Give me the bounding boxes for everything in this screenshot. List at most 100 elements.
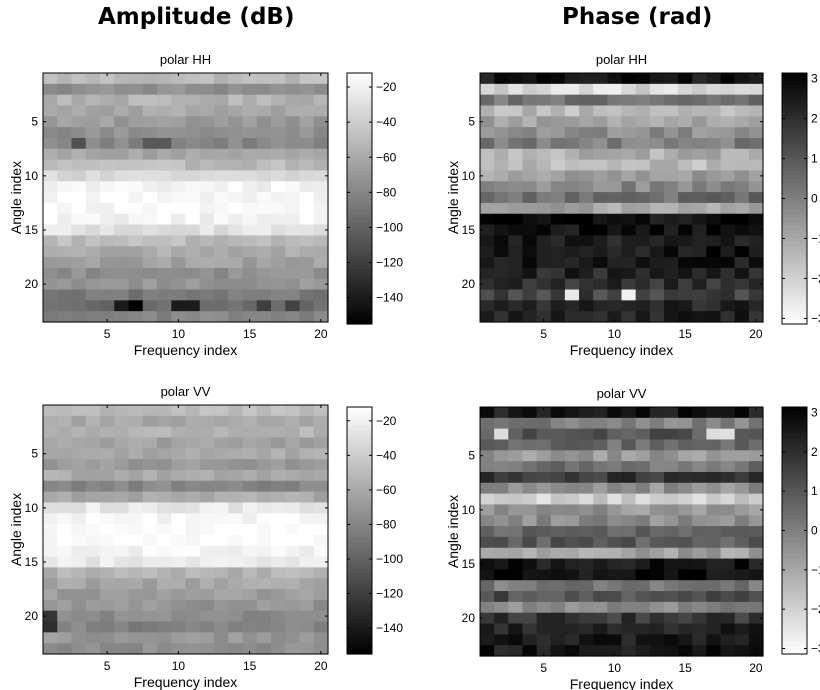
colorbar-step	[782, 457, 807, 462]
colorbar-step	[782, 135, 807, 141]
heatmap-cell	[621, 116, 637, 128]
heatmap-cell	[522, 159, 538, 172]
heatmap-cell	[171, 224, 187, 236]
heatmap-cell	[271, 192, 286, 204]
heatmap-cell	[635, 493, 651, 506]
colorbar-step	[347, 257, 372, 262]
heatmap-cell	[228, 213, 244, 226]
heatmap-cell	[748, 224, 764, 236]
heatmap-cell	[157, 73, 172, 85]
heatmap-cell	[522, 267, 538, 280]
heatmap-cell	[185, 480, 201, 493]
heatmap-cell	[720, 224, 736, 236]
heatmap-cell	[508, 181, 524, 193]
colorbar-step	[347, 445, 372, 451]
colorbar-step	[347, 178, 372, 184]
heatmap-cell	[564, 569, 580, 581]
heatmap-cell	[579, 417, 594, 430]
heatmap-cell	[313, 278, 329, 291]
heatmap-cell	[593, 202, 608, 215]
heatmap-cell	[508, 94, 524, 107]
heatmap-cell	[593, 645, 608, 657]
colorbar-step	[347, 565, 372, 570]
heatmap-cell	[71, 192, 87, 204]
heatmap-cell	[57, 621, 73, 633]
heatmap-cell	[313, 610, 329, 623]
heatmap-cell	[706, 526, 722, 538]
x-tick-label: 5	[104, 327, 111, 341]
heatmap-cell	[142, 405, 158, 417]
heatmap-cell	[313, 213, 329, 226]
heatmap-cell	[157, 235, 172, 247]
heatmap-cell	[579, 515, 594, 527]
heatmap-cell	[649, 192, 665, 204]
colorbar-step	[782, 638, 807, 644]
colorbar-step	[347, 615, 372, 620]
heatmap-cell	[522, 311, 538, 323]
heatmap-cell	[621, 645, 637, 657]
heatmap-cell	[313, 94, 329, 107]
heatmap-cell	[550, 612, 566, 625]
heatmap-cell	[720, 482, 736, 495]
heatmap-cell	[114, 513, 130, 525]
heatmap-cell	[720, 645, 736, 657]
colorbar-step	[347, 418, 372, 424]
heatmap-cell	[720, 257, 736, 269]
heatmap-cell	[720, 428, 736, 441]
heatmap-cell	[550, 504, 566, 516]
colorbar-step	[782, 599, 807, 605]
colorbar-step	[347, 511, 372, 516]
heatmap-cell	[649, 73, 665, 85]
heatmap-cell	[649, 83, 665, 96]
heatmap-cell	[678, 645, 693, 657]
heatmap-cell	[494, 601, 509, 614]
heatmap-cell	[579, 623, 594, 635]
heatmap-cell	[635, 439, 651, 451]
heatmap-cell	[706, 116, 722, 128]
heatmap-cell	[199, 148, 215, 161]
colorbar-step	[347, 269, 372, 274]
heatmap-cell	[299, 448, 315, 460]
heatmap-cell	[536, 289, 552, 301]
colorbar-step	[347, 147, 372, 153]
heatmap-cell	[256, 137, 272, 150]
heatmap-cell	[256, 213, 272, 226]
heatmap-cell	[734, 526, 750, 538]
heatmap-cell	[649, 482, 665, 495]
heatmap-cell	[706, 300, 722, 312]
heatmap-cell	[171, 567, 187, 579]
heatmap-cell	[663, 645, 679, 657]
heatmap-cell	[621, 83, 637, 96]
heatmap-cell	[564, 612, 580, 625]
heatmap-cell	[57, 289, 73, 301]
heatmap-cell	[299, 73, 315, 85]
x-tick-label: 15	[678, 661, 692, 675]
heatmap-cell	[692, 504, 707, 516]
colorbar-step	[347, 182, 372, 188]
y-tick-label: 10	[25, 501, 39, 515]
heatmap-cell	[299, 567, 315, 579]
heatmap-cell	[607, 439, 623, 451]
heatmap-cell	[564, 224, 580, 236]
heatmap-cell	[185, 415, 201, 428]
colorbar-step	[347, 218, 372, 223]
heatmap-cell	[71, 632, 87, 644]
colorbar-step	[782, 210, 807, 215]
heatmap-cell	[706, 235, 722, 247]
heatmap-cell	[242, 599, 258, 612]
heatmap-cell	[635, 623, 651, 635]
heatmap-cell	[85, 181, 101, 193]
heatmap-cell	[663, 278, 679, 291]
heatmap-cell	[242, 415, 258, 428]
heatmap-cell	[649, 504, 665, 516]
heatmap-cell	[564, 634, 580, 646]
heatmap-cell	[256, 192, 272, 204]
heatmap-cell	[242, 94, 258, 107]
heatmap-cell	[100, 567, 115, 579]
heatmap-cell	[692, 450, 707, 462]
plot-frame	[42, 72, 329, 323]
heatmap-cell	[85, 73, 101, 85]
colorbar-step	[347, 194, 372, 200]
heatmap-cell	[271, 213, 286, 226]
colorbar-step	[782, 530, 807, 535]
